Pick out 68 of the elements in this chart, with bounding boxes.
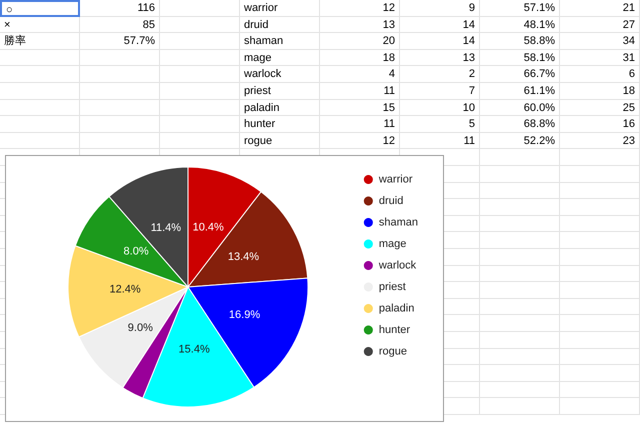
legend-label: hunter [378, 324, 410, 336]
category-label: rogue [240, 132, 320, 150]
text: 14 [462, 35, 475, 48]
category-label: hunter [240, 116, 320, 133]
legend-label: paladin [378, 302, 414, 314]
data-label: 15.4% [178, 344, 210, 356]
data-label: 16.9% [228, 308, 260, 321]
legend-label: mage [378, 238, 406, 250]
text: 116 [80, 0, 160, 17]
category-label: warrior [240, 0, 320, 17]
text: 52.2% [524, 134, 555, 147]
text: 16 [622, 118, 635, 130]
text: 15 [382, 102, 395, 114]
text: 66.7% [524, 68, 555, 80]
data-label: 9.0% [128, 322, 154, 334]
text: 18 [622, 85, 635, 97]
text: 10 [462, 102, 475, 114]
text: 58.1% [524, 52, 555, 64]
text: 12 [382, 134, 395, 147]
text: 27 [622, 18, 635, 31]
text: 68.8% [524, 118, 555, 130]
text: 57.7% [80, 33, 160, 50]
text: 58.8% [524, 35, 555, 48]
category-label: paladin [240, 100, 320, 116]
text: 20 [382, 35, 395, 48]
text: 21 [622, 2, 635, 14]
text: 7 [468, 85, 475, 97]
text: 25 [622, 102, 635, 114]
legend-label: warlock [378, 260, 417, 272]
text: 23 [622, 134, 635, 147]
data-label: 8.0% [124, 245, 149, 258]
text: 14 [462, 18, 475, 31]
category-label: priest [240, 83, 320, 100]
data-label: 10.4% [192, 221, 224, 234]
text: 11 [384, 85, 395, 97]
text: 13 [382, 18, 395, 31]
text: 60.0% [524, 102, 555, 114]
text: 11 [464, 134, 475, 147]
category-label: druid [240, 16, 320, 34]
text: 57.1% [524, 2, 555, 14]
legend-label: priest [378, 281, 406, 293]
text: 34 [622, 35, 635, 48]
text: 18 [382, 52, 395, 64]
text: 31 [622, 52, 635, 64]
data-label: 12.4% [109, 283, 141, 296]
text: 9 [468, 2, 475, 14]
text: 勝率 [0, 33, 80, 50]
text: 5 [468, 118, 475, 130]
data-label: 13.4% [228, 251, 260, 264]
text: 2 [468, 68, 475, 80]
legend-label: rogue [378, 346, 408, 358]
text: 61.1% [524, 85, 555, 97]
text: 85 [80, 16, 160, 34]
text: 6 [628, 68, 635, 80]
legend-label: warrior [378, 174, 413, 186]
text: 4 [388, 68, 395, 80]
category-label: shaman [240, 33, 320, 50]
text: 11 [384, 118, 395, 130]
text: ○ [0, 0, 80, 17]
data-label: 11.4% [150, 222, 182, 234]
text: × [0, 16, 80, 34]
legend-label: shaman [378, 216, 418, 228]
category-label: warlock [240, 66, 320, 83]
text: 13 [462, 52, 475, 64]
text: 12 [382, 2, 395, 14]
category-label: mage [240, 50, 320, 66]
text: 48.1% [524, 18, 555, 31]
legend-label: druid [378, 195, 404, 207]
